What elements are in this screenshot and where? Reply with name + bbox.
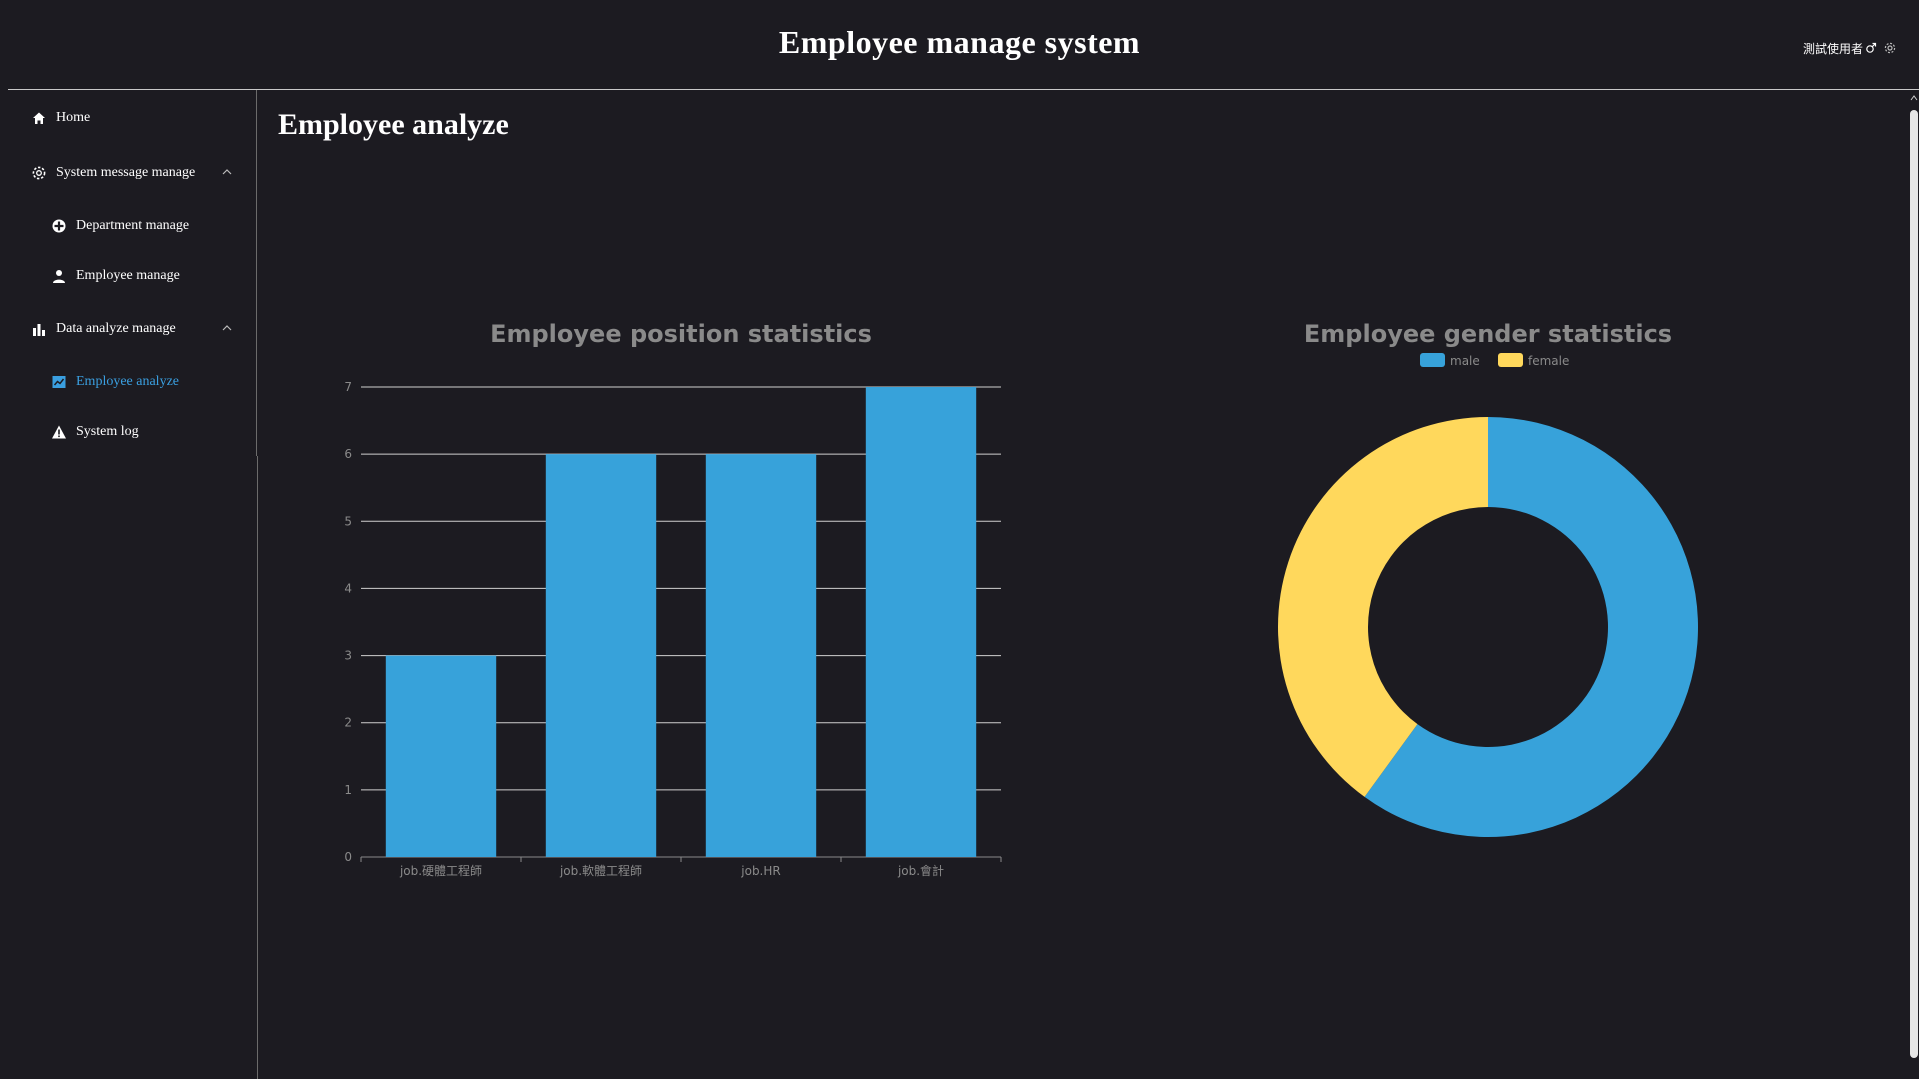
- sidebar-item-data-analyze-manage[interactable]: Data analyze manage: [0, 309, 256, 349]
- male-icon: [1865, 42, 1877, 54]
- x-tick-label: job.軟體工程師: [559, 863, 642, 878]
- scroll-up-arrow-icon[interactable]: [1910, 94, 1918, 102]
- department-icon: [50, 217, 68, 235]
- vertical-scrollbar[interactable]: [1909, 90, 1919, 1079]
- sidebar: Home System message manage Department ma…: [0, 90, 256, 1079]
- x-tick-label: job.硬體工程師: [399, 863, 482, 878]
- pie-slice-female: [1278, 417, 1488, 797]
- y-tick-label: 0: [344, 850, 352, 864]
- x-tick-label: job.會計: [897, 863, 944, 878]
- legend: male female: [1420, 353, 1569, 368]
- sidebar-item-employee-manage[interactable]: Employee manage: [0, 256, 256, 296]
- chevron-up-icon: [220, 321, 234, 335]
- chevron-up-icon: [220, 165, 234, 179]
- bar: [385, 655, 497, 857]
- warning-icon: [50, 423, 68, 441]
- legend-swatch: [1420, 353, 1445, 367]
- bar-chart: Employee position statistics 0 1 2 3 4 5 6 7 job.…: [344, 320, 1002, 878]
- sidebar-item-employee-analyze[interactable]: Employee analyze: [0, 362, 256, 402]
- y-tick-label: 6: [344, 447, 352, 461]
- legend-swatch: [1498, 353, 1523, 367]
- sidebar-item-label: Department manage: [76, 218, 190, 233]
- y-tick-label: 5: [344, 514, 352, 528]
- user-menu[interactable]: 測試使用者: [1803, 40, 1877, 57]
- trend-chart-icon: [50, 373, 68, 391]
- header: Employee manage system 測試使用者: [0, 0, 1919, 90]
- sidebar-item-department-manage[interactable]: Department manage: [0, 206, 256, 246]
- x-tick-label: job.HR: [740, 864, 780, 878]
- content-divider: [257, 456, 258, 1079]
- sidebar-item-label: System message manage: [56, 165, 196, 180]
- bar: [865, 387, 977, 857]
- sidebar-item-system-message-manage[interactable]: System message manage: [0, 153, 256, 193]
- settings-gear-icon[interactable]: [1883, 41, 1897, 55]
- sidebar-item-label: Data analyze manage: [56, 321, 176, 336]
- pie-chart: Employee gender statistics male female: [1278, 320, 1698, 837]
- bar: [545, 454, 657, 857]
- y-tick-label: 4: [344, 581, 352, 595]
- user-name: 測試使用者: [1802, 41, 1863, 56]
- sidebar-item-label: Employee analyze: [76, 374, 180, 389]
- user-area: 測試使用者: [1803, 38, 1897, 58]
- y-tick-label: 3: [344, 649, 352, 663]
- person-icon: [50, 267, 68, 285]
- header-divider: [8, 89, 1919, 90]
- sidebar-item-label: System log: [76, 424, 139, 439]
- gear-icon: [30, 164, 48, 182]
- home-icon: [30, 109, 48, 127]
- sidebar-item-label: Home: [56, 110, 91, 125]
- chart-title: Employee gender statistics: [1304, 320, 1672, 348]
- y-tick-label: 2: [344, 716, 352, 730]
- page-title: Employee analyze: [278, 108, 509, 141]
- sidebar-divider: [256, 90, 257, 456]
- y-tick-label: 1: [344, 783, 352, 797]
- legend-label: male: [1450, 354, 1480, 368]
- sidebar-item-label: Employee manage: [76, 268, 180, 283]
- legend-label: female: [1528, 354, 1569, 368]
- y-tick-label: 7: [344, 380, 352, 394]
- bar: [705, 454, 817, 857]
- sidebar-item-home[interactable]: Home: [0, 98, 256, 138]
- chart-title: Employee position statistics: [490, 320, 872, 348]
- scrollbar-thumb[interactable]: [1910, 110, 1918, 1058]
- sidebar-item-system-log[interactable]: System log: [0, 412, 256, 452]
- pie-slice-male: [1364, 417, 1698, 837]
- bar-chart-icon: [30, 320, 48, 338]
- app-title: Employee manage system: [778, 24, 1141, 60]
